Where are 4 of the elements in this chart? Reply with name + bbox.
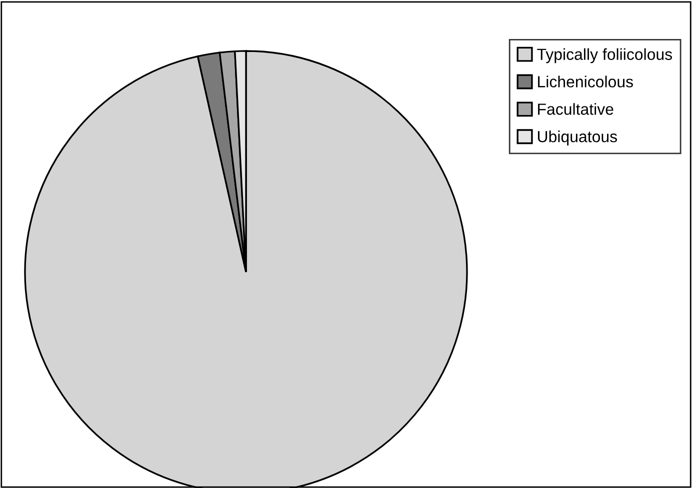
- legend-label: Facultative: [538, 103, 614, 115]
- legend-label: Ubiquatous: [538, 130, 617, 146]
- legend-label: Lichenicolous: [538, 76, 633, 88]
- legend-label: Typically foliicolous: [537, 48, 672, 64]
